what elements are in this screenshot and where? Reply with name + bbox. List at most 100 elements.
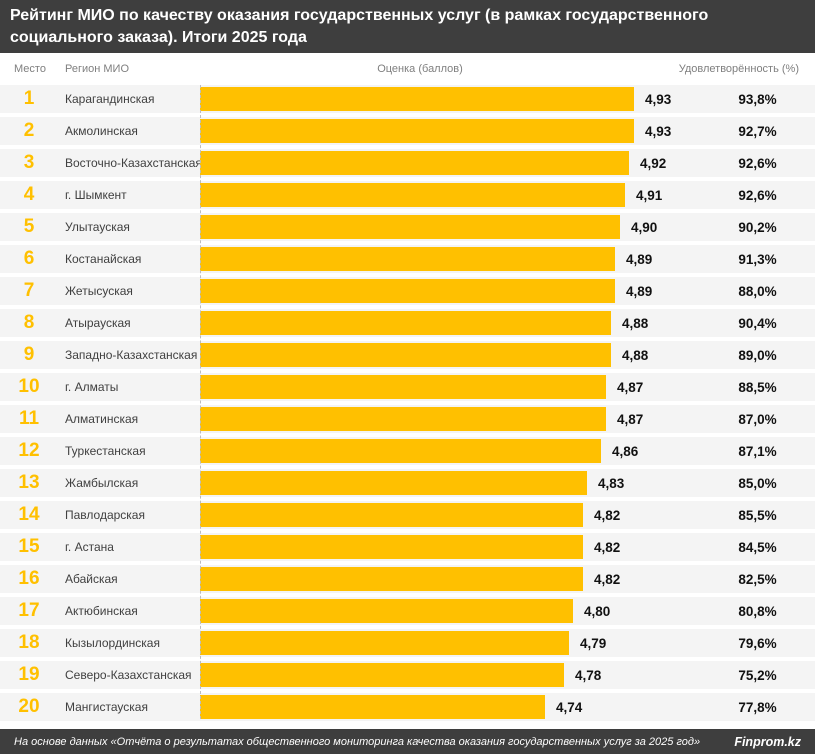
table-row: 18 Кызылординская 4,79 79,6% — [0, 629, 815, 657]
score-value: 4,87 — [617, 411, 644, 427]
score-bar-cell: 4,80 — [200, 599, 700, 623]
score-value: 4,78 — [575, 667, 602, 683]
score-bar — [200, 663, 564, 687]
score-bar — [200, 471, 587, 495]
score-bar-cell: 4,92 — [200, 151, 700, 175]
region-label: Жетысуская — [65, 284, 133, 298]
satisfaction-value: 89,0% — [738, 347, 777, 363]
score-bar-cell: 4,91 — [200, 183, 700, 207]
axis-baseline-line — [200, 85, 201, 719]
score-value: 4,89 — [626, 283, 653, 299]
table-row: 9 Западно-Казахстанская 4,88 89,0% — [0, 341, 815, 369]
region-label: г. Шымкент — [65, 188, 127, 202]
score-value: 4,88 — [622, 347, 649, 363]
satisfaction-value: 84,5% — [738, 539, 777, 555]
score-bar — [200, 343, 611, 367]
table-row: 15 г. Астана 4,82 84,5% — [0, 533, 815, 561]
score-bar-cell: 4,87 — [200, 407, 700, 431]
source-note: На основе данных «Отчёта о результатах о… — [14, 735, 701, 748]
table-row: 20 Мангистауская 4,74 77,8% — [0, 693, 815, 721]
rank-label: 2 — [23, 120, 35, 141]
region-label: г. Алматы — [65, 380, 119, 394]
satisfaction-value: 85,5% — [738, 507, 777, 523]
score-bar — [200, 407, 606, 431]
rank-label: 8 — [23, 312, 35, 333]
score-value: 4,89 — [626, 251, 653, 267]
satisfaction-value: 90,4% — [738, 315, 777, 331]
rank-label: 1 — [23, 88, 35, 109]
rank-label: 4 — [23, 184, 35, 205]
rank-label: 5 — [23, 216, 35, 237]
region-label: Улытауская — [65, 220, 130, 234]
score-value: 4,82 — [594, 539, 621, 555]
score-value: 4,90 — [631, 219, 658, 235]
score-bar — [200, 311, 611, 335]
rank-label: 18 — [18, 632, 40, 653]
score-value: 4,92 — [640, 155, 667, 171]
rank-label: 19 — [18, 664, 40, 685]
footer: На основе данных «Отчёта о результатах о… — [0, 729, 815, 754]
rank-label: 17 — [18, 600, 40, 621]
score-bar — [200, 503, 583, 527]
column-header-satisfaction: Удовлетворённость (%) — [678, 63, 799, 75]
region-label: Западно-Казахстанская — [65, 348, 198, 362]
satisfaction-value: 93,8% — [738, 91, 777, 107]
satisfaction-value: 92,6% — [738, 187, 777, 203]
region-label: Кызылординская — [65, 636, 160, 650]
satisfaction-value: 85,0% — [738, 475, 777, 491]
score-value: 4,82 — [594, 507, 621, 523]
satisfaction-value: 92,6% — [738, 155, 777, 171]
score-bar-cell: 4,74 — [200, 695, 700, 719]
region-label: Алматинская — [65, 412, 139, 426]
region-label: Актюбинская — [65, 604, 138, 618]
score-bar — [200, 439, 601, 463]
column-header-rank: Место — [14, 63, 46, 75]
table-row: 4 г. Шымкент 4,91 92,6% — [0, 181, 815, 209]
satisfaction-value: 87,1% — [738, 443, 777, 459]
score-bar — [200, 599, 573, 623]
rank-label: 12 — [18, 440, 40, 461]
table-row: 8 Атырауская 4,88 90,4% — [0, 309, 815, 337]
table-row: 16 Абайская 4,82 82,5% — [0, 565, 815, 593]
page-title: Рейтинг МИО по качеству оказания государ… — [0, 0, 815, 53]
table-row: 19 Северо-Казахстанская 4,78 75,2% — [0, 661, 815, 689]
rank-label: 7 — [23, 280, 35, 301]
score-value: 4,82 — [594, 571, 621, 587]
score-bar-cell: 4,82 — [200, 567, 700, 591]
satisfaction-value: 91,3% — [738, 251, 777, 267]
score-bar-cell: 4,79 — [200, 631, 700, 655]
region-label: Костанайская — [65, 252, 142, 266]
rank-label: 14 — [18, 504, 40, 525]
table-row: 10 г. Алматы 4,87 88,5% — [0, 373, 815, 401]
rank-label: 15 — [18, 536, 40, 557]
table-row: 11 Алматинская 4,87 87,0% — [0, 405, 815, 433]
score-bar-cell: 4,78 — [200, 663, 700, 687]
score-bar — [200, 375, 606, 399]
region-label: Карагандинская — [65, 92, 155, 106]
table-row: 13 Жамбылская 4,83 85,0% — [0, 469, 815, 497]
rank-label: 3 — [23, 152, 35, 173]
score-bar-cell: 4,90 — [200, 215, 700, 239]
score-value: 4,86 — [612, 443, 639, 459]
table-row: 1 Карагандинская 4,93 93,8% — [0, 85, 815, 113]
satisfaction-value: 92,7% — [738, 123, 777, 139]
score-bar — [200, 215, 620, 239]
satisfaction-value: 80,8% — [738, 603, 777, 619]
rank-label: 6 — [23, 248, 35, 269]
score-value: 4,79 — [580, 635, 607, 651]
score-value: 4,88 — [622, 315, 649, 331]
table-row: 5 Улытауская 4,90 90,2% — [0, 213, 815, 241]
score-bar — [200, 183, 625, 207]
table-row: 7 Жетысуская 4,89 88,0% — [0, 277, 815, 305]
column-header-region: Регион МИО — [65, 63, 130, 75]
score-bar — [200, 567, 583, 591]
rank-label: 10 — [18, 376, 40, 397]
score-bar-cell: 4,86 — [200, 439, 700, 463]
score-bar-cell: 4,89 — [200, 279, 700, 303]
rank-label: 16 — [18, 568, 40, 589]
region-label: Мангистауская — [65, 700, 148, 714]
rank-label: 11 — [18, 408, 40, 429]
table-row: 3 Восточно-Казахстанская 4,92 92,6% — [0, 149, 815, 177]
satisfaction-value: 88,5% — [738, 379, 777, 395]
region-label: Атырауская — [65, 316, 131, 330]
